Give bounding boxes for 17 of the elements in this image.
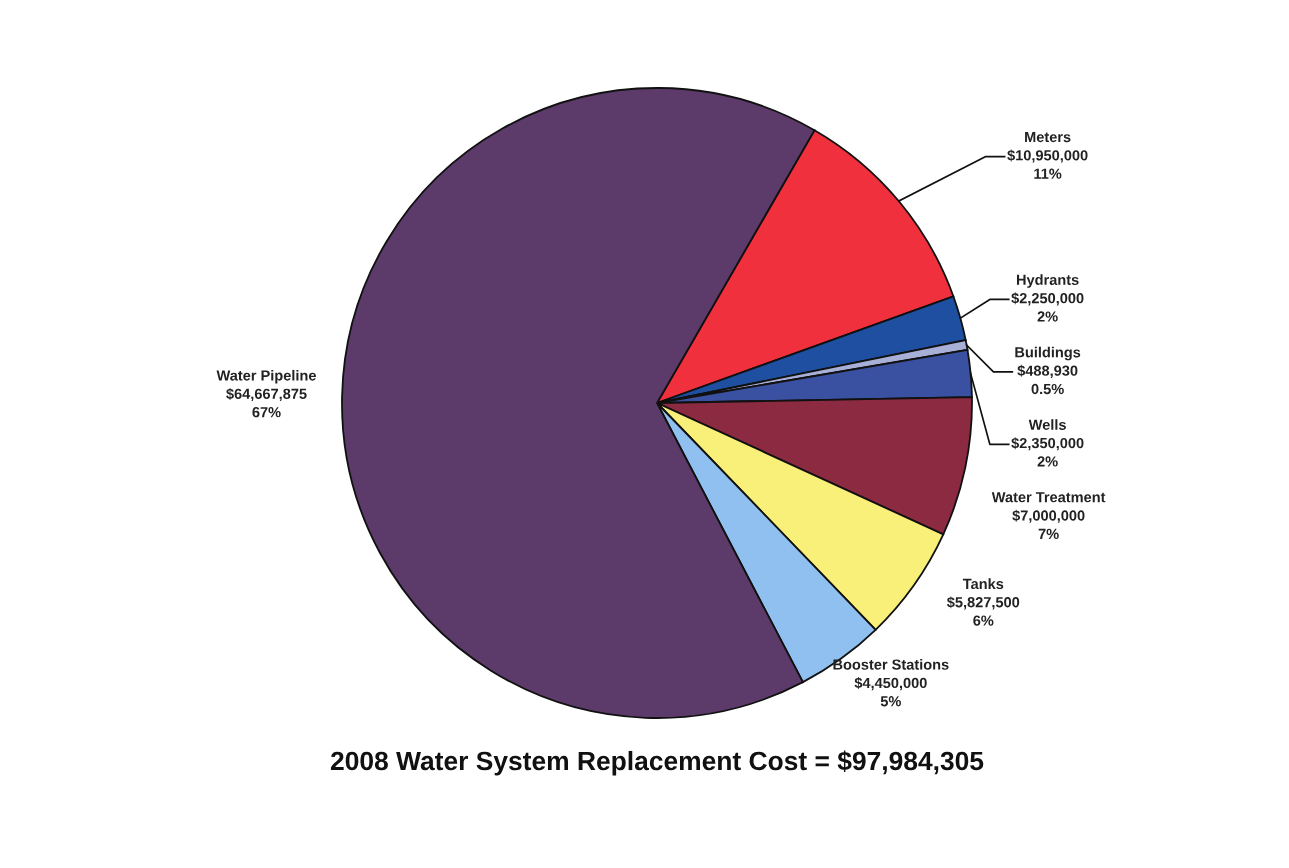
- slice-label: Wells: [1028, 419, 1066, 430]
- slice-label: Tanks: [962, 578, 1004, 590]
- data-label: $4,450,000 5%: [854, 677, 927, 707]
- text: 2008 Water System Replacement Cost = $97,984,305: [330, 750, 984, 776]
- slice-label: Buildings: [1015, 346, 1081, 361]
- slice-label: Booster Stations: [833, 659, 949, 670]
- data-label: $2,250,000 2%: [1011, 292, 1084, 322]
- data-label: $10,950,000 11%: [1007, 149, 1088, 179]
- data-label: $2,350,000 2%: [1011, 437, 1084, 467]
- slice-label: Meters: [1025, 131, 1071, 143]
- slice-label: Hydrants: [1016, 274, 1079, 288]
- data-label: $5,827,500 6%: [946, 596, 1020, 626]
- slice-label: Water Treatment: [991, 492, 1106, 503]
- slice-label: Water Pipeline: [216, 369, 316, 384]
- data-label: $64,667,875 67%: [226, 388, 307, 418]
- data-label: $488,930 0.5%: [1017, 364, 1078, 395]
- data-label: $7,000,000 7%: [1012, 509, 1085, 540]
